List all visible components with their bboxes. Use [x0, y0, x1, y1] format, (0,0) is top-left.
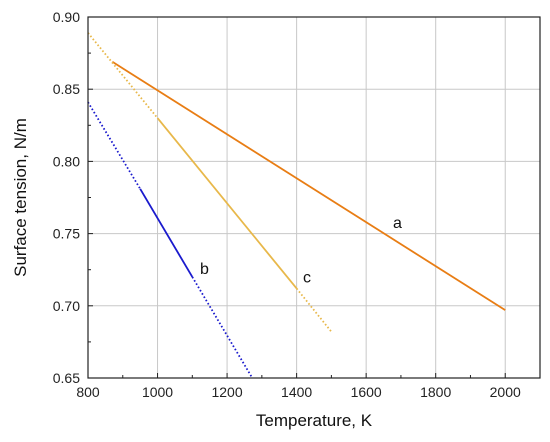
x-tick-label: 1400	[281, 384, 312, 400]
y-tick-label: 0.75	[53, 226, 80, 242]
x-tick-label: 800	[76, 384, 100, 400]
x-axis-title: Temperature, K	[256, 411, 373, 430]
plot-frame	[87, 16, 541, 379]
series-labels: a b c	[200, 215, 402, 287]
series-b-solid-segment	[139, 188, 194, 278]
y-axis-title: Surface tension, N/m	[11, 118, 30, 277]
series-b-dotted-segment	[191, 276, 253, 378]
x-tick-label: 1600	[351, 384, 382, 400]
y-tick-label: 0.65	[53, 370, 80, 386]
series-label-c: c	[303, 270, 311, 287]
series-lines	[87, 32, 506, 378]
series-a-solid-segment	[111, 61, 506, 311]
y-axis-ticks: 0.65 0.70 0.75 0.80 0.85 0.90	[53, 9, 93, 386]
series-c-dotted-segment	[87, 32, 159, 119]
y-tick-label: 0.85	[53, 81, 80, 97]
y-tick-label: 0.80	[53, 153, 80, 169]
grid	[87, 16, 540, 379]
y-tick-label: 0.90	[53, 9, 80, 25]
series-b-dotted-segment	[87, 101, 141, 190]
x-tick-label: 1200	[211, 384, 242, 400]
series-label-a: a	[393, 215, 402, 232]
x-tick-label: 2000	[490, 384, 521, 400]
y-tick-label: 0.70	[53, 298, 80, 314]
x-tick-label: 1000	[142, 384, 173, 400]
series-c-dotted-segment	[295, 287, 333, 333]
series-c-solid-segment	[156, 117, 298, 290]
x-tick-label: 1800	[420, 384, 451, 400]
series-label-b: b	[200, 261, 209, 278]
x-axis-ticks: 800 1000 1200 1400 1600 1800 2000	[76, 373, 521, 400]
